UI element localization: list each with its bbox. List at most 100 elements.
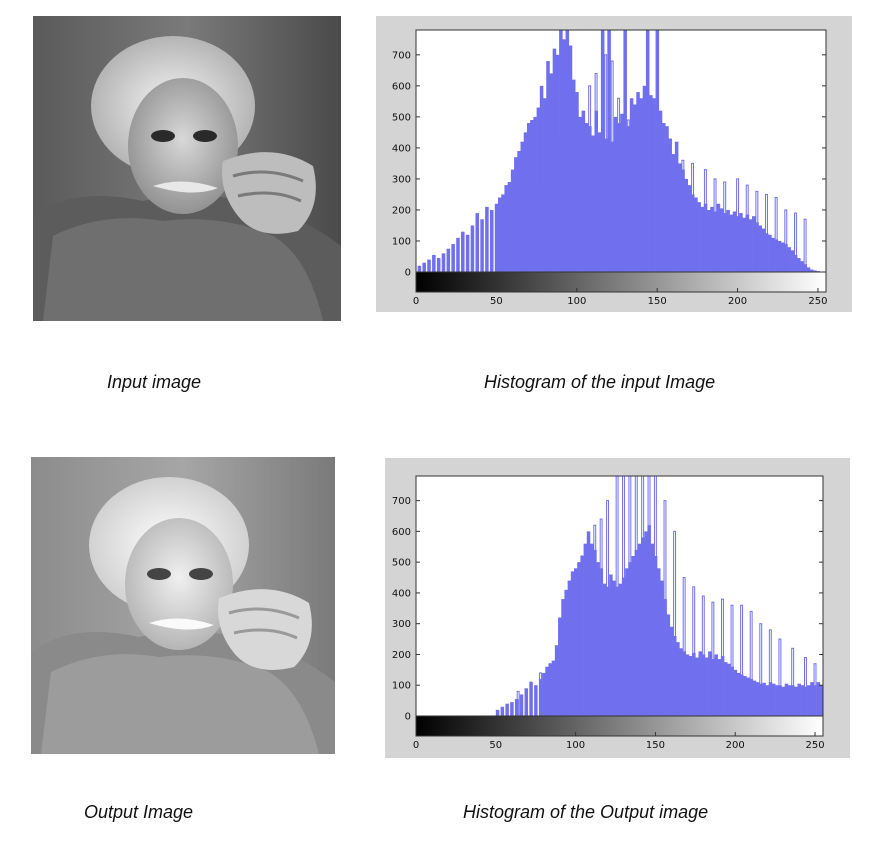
histogram-bar (495, 709, 500, 716)
histogram-bar (710, 206, 714, 272)
histogram-bar (615, 586, 620, 716)
histogram-bar (736, 672, 741, 716)
histogram-bar (631, 556, 635, 716)
histogram-bar (580, 556, 584, 716)
histogram-bar (752, 680, 757, 716)
histogram-bar (669, 626, 674, 716)
histogram-bar (465, 234, 470, 272)
histogram-bar (746, 677, 750, 716)
y-tick-label: 700 (392, 50, 411, 61)
histogram-bar (628, 562, 632, 716)
histogram-bar (749, 679, 754, 716)
output-histogram-chart: 0 100 200 300 400 500 600 700 0 50 100 150 200 250 (385, 458, 850, 763)
x-tick-label: 50 (490, 296, 503, 307)
portrait-photo-icon (31, 457, 335, 754)
histogram-bar (519, 694, 524, 716)
histogram-bar (589, 543, 594, 716)
histogram-bar (584, 123, 589, 272)
histogram-bar (655, 30, 660, 272)
histogram-bar (599, 568, 604, 716)
y-tick-label: 100 (392, 681, 411, 692)
histogram-bar (704, 657, 709, 716)
caption-output-histogram: Histogram of the Output image (463, 802, 709, 822)
histogram-bar (621, 577, 626, 716)
histogram-bar (813, 270, 817, 272)
x-tick-label: 0 (413, 740, 419, 751)
histogram-bar (461, 231, 465, 272)
histogram-bar (819, 685, 824, 716)
histogram-bar (485, 206, 489, 272)
histogram-bar (523, 132, 528, 272)
histogram-bar (729, 214, 734, 272)
histogram-bar (586, 531, 591, 716)
y-tick-label: 300 (392, 174, 411, 185)
histogram-bar (520, 141, 525, 272)
histogram-bar (549, 73, 553, 272)
histogram-bar (642, 85, 647, 272)
histogram-bar (758, 225, 763, 272)
histogram-bar (703, 203, 708, 272)
histogram-bar (517, 151, 521, 272)
histogram-bar (800, 685, 805, 716)
histogram-bar (505, 703, 509, 716)
histogram-bar (668, 138, 672, 272)
histogram-bar (422, 262, 426, 272)
histogram-bar (559, 30, 563, 272)
histogram-bar (711, 659, 715, 716)
x-tick-label: 100 (567, 296, 586, 307)
histogram-bar (687, 185, 692, 272)
histogram-bar (739, 213, 743, 272)
histogram-bar (639, 98, 644, 272)
histogram-bar (678, 163, 682, 272)
histogram-bar (684, 178, 689, 272)
histogram-bar (755, 222, 759, 272)
histogram-bar (653, 556, 658, 716)
histogram-bar (489, 209, 494, 272)
histogram-bar (800, 261, 804, 272)
histogram-bar (658, 110, 663, 273)
histogram-bar (666, 614, 671, 716)
histogram-bar (723, 213, 727, 272)
histogram-bar (761, 228, 766, 272)
histogram-bar (784, 683, 789, 716)
histogram-bar (575, 92, 579, 272)
histogram-bar (663, 599, 667, 716)
input-histogram-svg: 0 100 200 300 400 500 600 700 0 50 100 150 200 250 (376, 16, 852, 312)
histogram-bar (561, 599, 565, 716)
histogram-bar (494, 203, 499, 272)
histogram-bar (708, 651, 712, 716)
histogram-bar (542, 672, 546, 716)
y-tick-label: 600 (392, 527, 411, 538)
histogram-bar (626, 126, 631, 272)
histogram-bar (716, 203, 721, 272)
histogram-bar (791, 685, 795, 716)
histogram-bar (554, 645, 559, 716)
x-tick-label: 250 (805, 740, 824, 751)
histogram-bar (707, 209, 711, 272)
histogram-bar (713, 211, 717, 272)
histogram-bar (797, 683, 801, 716)
histogram-bar (613, 116, 618, 272)
histogram-bar (545, 666, 549, 716)
histogram-bar (600, 30, 605, 272)
histogram-bar (717, 659, 722, 716)
histogram-bar (618, 583, 623, 716)
histogram-bar (740, 674, 744, 716)
histogram-bar (530, 119, 534, 272)
histogram-bar (524, 688, 529, 716)
histogram-bar (781, 686, 786, 716)
histogram-bar (581, 110, 586, 273)
histogram-bar (548, 663, 552, 716)
histogram-bar (676, 642, 680, 716)
histogram-bar (546, 61, 550, 273)
histogram-bar (660, 580, 664, 716)
histogram-bar (480, 219, 484, 272)
histogram-bar (647, 525, 651, 716)
histogram-bar (609, 574, 613, 716)
histogram-bar (607, 30, 611, 272)
histogram-bar (552, 48, 557, 272)
histogram-bar (787, 247, 791, 272)
x-tick-label: 200 (726, 740, 745, 751)
histogram-bar (692, 652, 696, 716)
y-tick-label: 400 (392, 588, 411, 599)
